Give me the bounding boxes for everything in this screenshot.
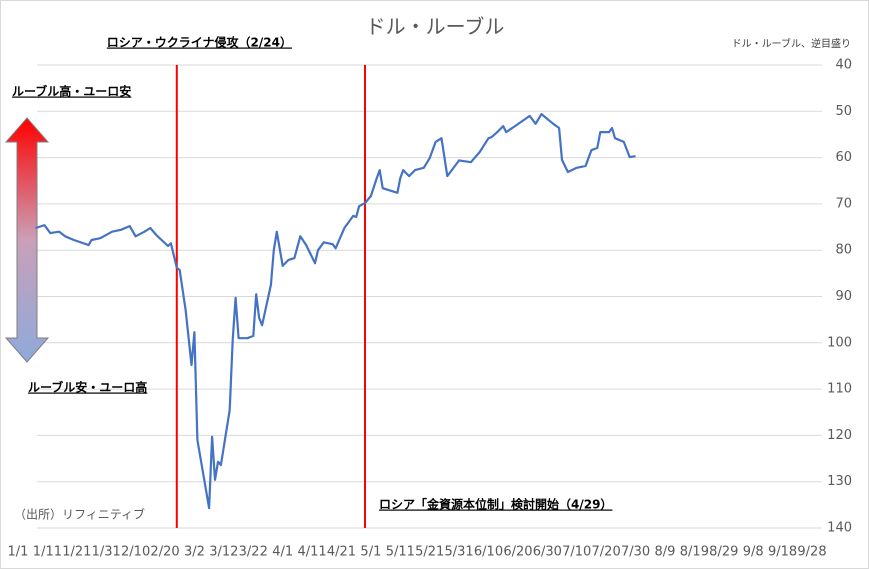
x-tick-label: 5/1 — [360, 545, 381, 560]
y-tick-label: 80 — [835, 243, 852, 258]
x-tick-label: 6/30 — [533, 545, 562, 560]
x-tick-label: 5/21 — [415, 545, 444, 560]
x-tick-label: 6/20 — [503, 545, 532, 560]
x-tick-label: 3/2 — [184, 545, 205, 560]
x-tick-label: 8/19 — [680, 545, 709, 560]
x-tick-label: 1/11 — [33, 545, 62, 560]
x-tick-label: 7/30 — [621, 545, 650, 560]
x-tick-label: 9/8 — [743, 545, 764, 560]
x-tick-label: 1/31 — [92, 545, 121, 560]
x-tick-label: 9/28 — [797, 545, 826, 560]
y-tick-label: 130 — [827, 474, 852, 489]
y-tick-label: 70 — [835, 196, 852, 211]
event-label: ロシア「金資源本位制」検討開始（4/29） — [379, 497, 612, 512]
y-tick-label: 140 — [827, 521, 852, 536]
x-tick-label: 7/10 — [562, 545, 591, 560]
x-tick-label: 2/10 — [121, 545, 150, 560]
price-line — [35, 113, 636, 510]
source: （出所）リフィニティブ — [14, 507, 145, 522]
x-tick-label: 6/10 — [474, 545, 503, 560]
x-tick-label: 9/18 — [768, 545, 797, 560]
x-tick-label: 1/21 — [62, 545, 91, 560]
grid — [37, 64, 822, 529]
x-tick-label: 4/21 — [327, 545, 356, 560]
y-tick-label: 60 — [835, 150, 852, 165]
direction-up-label: ルーブル高・ユーロ安 — [12, 84, 131, 99]
x-tick-label: 8/29 — [709, 545, 738, 560]
y-tick-label: 110 — [827, 382, 852, 397]
x-tick-label: 3/12 — [209, 545, 238, 560]
x-tick-label: 4/11 — [297, 545, 326, 560]
x-tick-label: 5/11 — [386, 545, 415, 560]
y-axis-note: ドル・ルーブル、逆目盛り — [732, 37, 851, 50]
y-tick-label: 40 — [835, 58, 852, 73]
x-tick-label: 2/20 — [150, 545, 179, 560]
direction-arrow — [4, 117, 50, 363]
x-tick-label: 5/31 — [445, 545, 474, 560]
x-tick-label: 3/22 — [239, 545, 268, 560]
event-label: ロシア・ウクライナ侵攻（2/24） — [107, 35, 292, 50]
chart-title: ドル・ルーブル — [366, 15, 505, 39]
y-tick-label: 100 — [827, 335, 852, 350]
y-tick-label: 90 — [835, 289, 852, 304]
y-tick-label: 50 — [835, 104, 852, 119]
y-tick-label: 120 — [827, 428, 852, 443]
x-tick-label: 4/1 — [272, 545, 293, 560]
direction-down-label: ルーブル安・ユーロ高 — [28, 380, 147, 395]
x-tick-label: 7/20 — [592, 545, 621, 560]
x-tick-label: 1/1 — [8, 545, 29, 560]
x-tick-label: 8/9 — [655, 545, 676, 560]
